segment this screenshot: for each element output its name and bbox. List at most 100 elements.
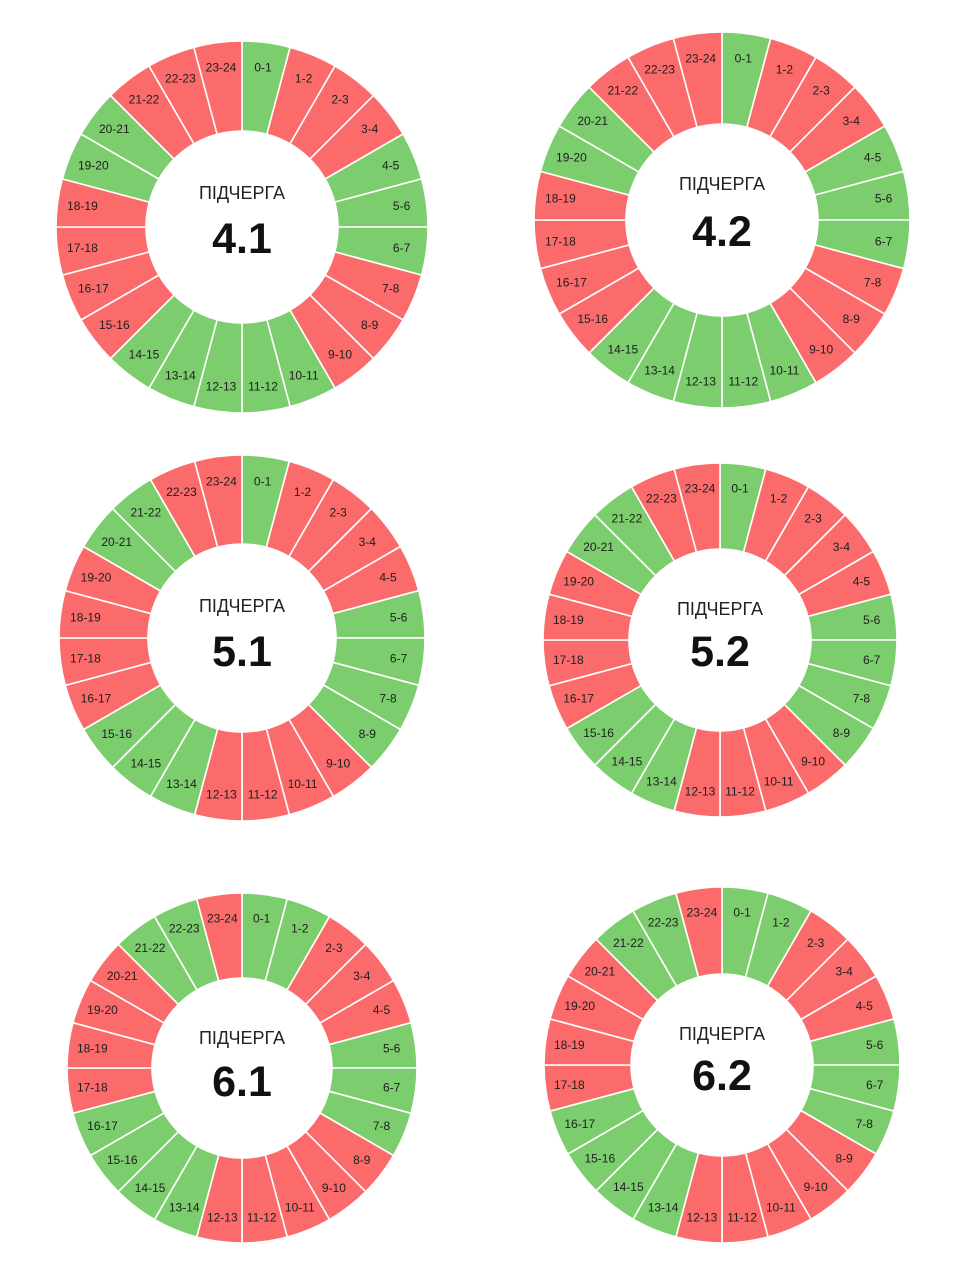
slot-label-6-1-7: 7-8: [373, 1119, 391, 1133]
slot-label-5-2-17: 17-18: [553, 653, 584, 667]
slot-segment-5-2-23: [673, 462, 721, 554]
slot-label-6-1-22: 22-23: [169, 922, 200, 936]
slot-label-4-1-23: 23-24: [206, 60, 237, 74]
slot-label-6-2-13: 13-14: [648, 1200, 679, 1214]
queue-title-word: ПІДЧЕРГА: [199, 596, 285, 616]
slot-label-5-1-15: 15-16: [101, 727, 132, 741]
slot-label-4-2-7: 7-8: [864, 275, 882, 289]
slot-label-5-2-8: 8-9: [833, 726, 851, 740]
slot-label-5-1-8: 8-9: [359, 727, 377, 741]
slot-label-4-1-2: 2-3: [331, 92, 349, 106]
donut-queue-6-2: 0-1 1-2 2-3 3-4 4-5 5-6 6-7 7-8 8-9 9-10 10-11 11-1…: [543, 886, 901, 1244]
slot-label-4-1-7: 7-8: [382, 282, 400, 296]
queue-number: 4.2: [692, 208, 752, 256]
slot-label-5-1-5: 5-6: [390, 610, 408, 624]
slot-label-4-1-5: 5-6: [393, 199, 411, 213]
slot-label-4-2-6: 6-7: [875, 234, 893, 248]
slot-label-4-2-11: 11-12: [728, 375, 758, 389]
slot-label-5-2-16: 16-17: [563, 692, 594, 706]
slot-label-5-1-9: 9-10: [326, 756, 350, 770]
queue-number: 5.1: [212, 628, 272, 676]
slot-label-4-1-16: 16-17: [78, 282, 109, 296]
slot-label-5-1-22: 22-23: [166, 485, 197, 499]
slot-label-5-1-17: 17-18: [70, 652, 101, 666]
slot-label-5-1-11: 11-12: [248, 788, 278, 802]
donut-queue-5-2: 0-1 1-2 2-3 3-4 4-5 5-6 6-7 7-8 8-9 9-10 10-11 11-1…: [542, 462, 898, 818]
slot-label-6-2-3: 3-4: [836, 964, 854, 978]
slot-label-5-2-23: 23-24: [685, 481, 716, 495]
slot-label-5-2-3: 3-4: [833, 540, 851, 554]
slot-label-4-2-2: 2-3: [813, 84, 831, 98]
slot-label-4-2-20: 20-21: [577, 114, 608, 128]
slot-label-4-1-6: 6-7: [393, 241, 411, 255]
slot-label-6-1-9: 9-10: [322, 1181, 346, 1195]
slot-label-4-2-17: 17-18: [545, 234, 576, 248]
queue-title-word: ПІДЧЕРГА: [199, 183, 285, 203]
slot-label-5-2-6: 6-7: [863, 653, 881, 667]
slot-label-6-1-10: 10-11: [285, 1201, 315, 1215]
slot-label-5-1-2: 2-3: [330, 506, 348, 520]
slot-label-5-2-0: 0-1: [731, 481, 749, 495]
donut-queue-6-1: 0-1 1-2 2-3 3-4 4-5 5-6 6-7 7-8 8-9 9-10 10-11 11-1…: [66, 892, 418, 1244]
slot-label-4-1-13: 13-14: [165, 369, 196, 383]
slot-label-6-1-1: 1-2: [291, 922, 309, 936]
slot-label-6-2-10: 10-11: [766, 1200, 796, 1214]
slot-label-5-2-18: 18-19: [553, 613, 584, 627]
slot-label-5-1-6: 6-7: [390, 652, 408, 666]
slot-label-4-2-18: 18-19: [545, 192, 576, 206]
slot-label-6-1-2: 2-3: [325, 941, 343, 955]
slot-segment-5-1-23: [193, 454, 243, 549]
slot-label-6-1-15: 15-16: [107, 1153, 138, 1167]
donut-queue-4-1: 0-1 1-2 2-3 3-4 4-5 5-6 6-7 7-8 8-9 9-10 10-11 11-1…: [55, 40, 429, 414]
slot-label-4-1-15: 15-16: [99, 318, 130, 332]
slot-label-4-1-22: 22-23: [165, 71, 196, 85]
slot-label-6-2-9: 9-10: [804, 1180, 828, 1194]
slot-label-6-2-21: 21-22: [613, 936, 644, 950]
slot-label-4-2-15: 15-16: [577, 312, 608, 326]
slot-label-5-2-14: 14-15: [612, 754, 643, 768]
slot-label-6-1-17: 17-18: [77, 1081, 108, 1095]
slot-label-5-2-21: 21-22: [612, 512, 643, 526]
queue-number: 6.2: [692, 1052, 752, 1100]
slot-label-6-1-16: 16-17: [87, 1119, 118, 1133]
slot-segment-4-2-23: [672, 31, 723, 129]
slot-label-6-1-11: 11-12: [247, 1211, 277, 1225]
slot-label-4-2-0: 0-1: [735, 51, 753, 65]
slot-label-5-1-23: 23-24: [206, 474, 237, 488]
slot-label-6-2-18: 18-19: [554, 1038, 585, 1052]
slot-label-5-1-10: 10-11: [288, 777, 318, 791]
slot-label-4-1-21: 21-22: [129, 92, 160, 106]
slot-label-5-2-9: 9-10: [801, 754, 825, 768]
queue-title-word: ПІДЧЕРГА: [199, 1028, 285, 1048]
slot-label-5-2-13: 13-14: [646, 774, 677, 788]
slot-label-5-2-19: 19-20: [563, 574, 594, 588]
slot-label-6-2-5: 5-6: [866, 1038, 884, 1052]
slot-label-4-1-3: 3-4: [361, 122, 379, 136]
slot-label-5-1-4: 4-5: [379, 571, 397, 585]
slot-label-6-2-4: 4-5: [856, 999, 874, 1013]
slot-label-5-1-7: 7-8: [379, 692, 397, 706]
slot-label-4-2-12: 12-13: [685, 375, 716, 389]
queue-number: 4.1: [212, 215, 272, 263]
slot-label-6-1-3: 3-4: [353, 969, 371, 983]
slot-label-5-2-10: 10-11: [764, 774, 794, 788]
slot-label-6-2-0: 0-1: [733, 905, 751, 919]
slot-label-4-2-5: 5-6: [875, 192, 893, 206]
slot-label-4-2-16: 16-17: [556, 275, 587, 289]
slot-label-5-2-5: 5-6: [863, 613, 881, 627]
slot-label-6-1-8: 8-9: [353, 1153, 371, 1167]
queue-title-word: ПІДЧЕРГА: [679, 1024, 765, 1044]
slot-label-6-2-11: 11-12: [727, 1211, 757, 1225]
slot-label-4-2-8: 8-9: [843, 312, 861, 326]
slot-label-6-2-20: 20-21: [584, 964, 615, 978]
queue-title-word: ПІДЧЕРГА: [679, 174, 765, 194]
slot-label-6-1-12: 12-13: [207, 1211, 238, 1225]
slot-label-6-1-21: 21-22: [135, 941, 166, 955]
slot-label-6-2-22: 22-23: [648, 916, 679, 930]
slot-label-4-2-14: 14-15: [607, 342, 638, 356]
slot-label-5-2-4: 4-5: [853, 574, 871, 588]
donut-queue-5-1: 0-1 1-2 2-3 3-4 4-5 5-6 6-7 7-8 8-9 9-10 10-11 11-1…: [58, 454, 426, 822]
slot-label-6-2-2: 2-3: [807, 936, 825, 950]
slot-label-4-1-0: 0-1: [254, 60, 272, 74]
